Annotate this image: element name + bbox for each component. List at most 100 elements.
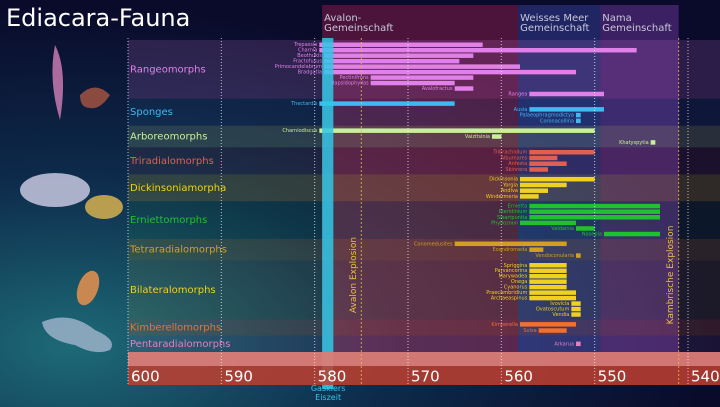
- assemblage-label: Weisses Meer Gemeinschaft: [520, 13, 590, 34]
- fossil-dickinsonia: [20, 173, 90, 207]
- taxon-bar: [529, 247, 544, 252]
- taxon-bar: [492, 134, 502, 139]
- group-label: Sponges: [130, 107, 173, 118]
- taxon-bar: [529, 155, 558, 161]
- event-label: Avalon Explosion: [349, 237, 359, 313]
- taxon-label: Marywadea: [498, 274, 527, 280]
- taxon-label: Onega: [511, 279, 527, 285]
- taxon-label: Fractofusus: [293, 59, 322, 65]
- taxon-label: Vaizitsinia: [465, 134, 490, 140]
- taxon-bar: [529, 284, 567, 290]
- taxon-bar: [576, 112, 581, 118]
- taxon-label: Conomedusites: [414, 241, 453, 247]
- taxon-bar: [529, 107, 604, 112]
- taxon-bar: [571, 306, 581, 312]
- taxon-bar: [520, 220, 576, 226]
- taxon-bar: [650, 140, 656, 145]
- group-label: Tetraradialomorphs: [129, 245, 227, 256]
- group-label: Pentaradialomorphs: [130, 339, 230, 350]
- taxon-bar: [576, 253, 581, 258]
- ice-age-band: [322, 38, 334, 389]
- taxon-bar: [454, 241, 567, 247]
- taxon-label: Bradgatia: [298, 70, 322, 76]
- taxon-label: Swartpuntia: [497, 215, 527, 221]
- taxon-label: Arkarua: [554, 341, 574, 347]
- fossil-illustrations: [20, 45, 123, 353]
- taxon-bar: [529, 167, 548, 172]
- taxon-bar: [529, 273, 567, 279]
- x-tick-label: 590: [224, 368, 253, 386]
- taxon-bar: [319, 42, 483, 47]
- taxon-bar: [529, 279, 567, 284]
- taxon-label: Archaeaspinus: [491, 296, 528, 302]
- taxon-label: Skinnera: [505, 167, 527, 173]
- taxon-label: Yorgia: [502, 182, 518, 188]
- taxon-bar: [529, 209, 660, 214]
- taxon-bar: [319, 101, 455, 106]
- taxon-bar: [370, 75, 474, 80]
- x-tick-label: 550: [598, 368, 627, 386]
- taxon-bar: [576, 341, 581, 347]
- assemblage-label: Avalon-Gemeinschaft: [324, 13, 394, 34]
- taxon-bar: [529, 295, 576, 301]
- taxon-bar: [529, 268, 567, 273]
- taxon-label: Phyllozoon: [491, 220, 518, 226]
- taxon-label: Anfesta: [508, 161, 527, 167]
- taxon-label: Palaeophragmodictya: [520, 113, 574, 119]
- taxon-bar: [454, 86, 474, 91]
- taxon-label: Khatyspytia: [619, 140, 649, 146]
- x-tick-label: 600: [131, 368, 160, 386]
- taxon-bar: [324, 58, 460, 64]
- taxon-bar: [319, 128, 595, 133]
- group-label: Erniettomorphs: [130, 215, 207, 226]
- taxon-label: Windermeria: [486, 194, 518, 200]
- group-label: Dickinsoniamorpha: [130, 183, 226, 194]
- taxon-label: Nasepia: [582, 232, 602, 238]
- taxon-label: Spriggina: [504, 263, 528, 269]
- taxon-label: Hapsidophyllas: [331, 81, 369, 87]
- fossil-yorgia: [85, 195, 123, 219]
- fossil-rangea: [80, 87, 110, 109]
- taxon-label: Cyanorus: [504, 285, 528, 291]
- taxon-label: Avalofractus: [422, 86, 453, 92]
- event-label: Kambrische Explosion: [666, 226, 676, 325]
- group-row: [128, 335, 720, 352]
- taxon-bar: [529, 263, 567, 268]
- taxon-label: Ernietta: [508, 204, 528, 210]
- taxon-bar: [529, 149, 595, 155]
- taxon-label: Vendoconularia: [535, 253, 574, 259]
- taxon-bar: [324, 53, 474, 58]
- group-label: Triradialomorphs: [129, 156, 214, 167]
- x-tick-label: 570: [411, 368, 440, 386]
- taxon-label: Ovatoscutum: [536, 307, 570, 313]
- taxon-label: Pteridinium: [499, 209, 528, 215]
- ice-age-label: Gaskiers Eiszeit: [310, 384, 346, 402]
- taxon-label: Primocandelabrum: [275, 64, 322, 70]
- taxon-label: Pectinifrons: [340, 75, 370, 81]
- taxon-label: Parvancorina: [495, 268, 528, 274]
- taxon-label: Thectardis: [290, 101, 318, 107]
- taxon-label: Dickinsonia: [489, 177, 518, 183]
- taxon-bar: [538, 328, 567, 333]
- taxon-bar: [324, 69, 576, 75]
- taxon-label: Ivovicia: [550, 301, 569, 307]
- taxon-label: Valdainia: [551, 226, 574, 232]
- taxon-bar: [520, 188, 548, 193]
- taxon-label: Charniodiscus: [282, 128, 317, 134]
- group-label: Arboreomorphs: [130, 132, 207, 143]
- group-row: [128, 260, 720, 320]
- taxon-label: Vendia: [552, 312, 569, 318]
- taxon-label: Andiva: [501, 188, 518, 194]
- taxon-label: Tribrachidium: [492, 150, 527, 156]
- x-tick-label: 580: [318, 368, 347, 386]
- taxon-label: Beothukis: [297, 53, 322, 59]
- taxon-label: Charnia: [298, 48, 317, 54]
- assemblage-band: [600, 5, 679, 352]
- taxon-bar: [529, 91, 604, 97]
- group-row: [128, 147, 720, 175]
- taxon-label: Eoandromeda: [493, 247, 528, 253]
- fossil-charnia: [52, 45, 64, 120]
- group-label: Rangeomorphs: [130, 64, 206, 75]
- fossil-kimberella: [42, 317, 113, 353]
